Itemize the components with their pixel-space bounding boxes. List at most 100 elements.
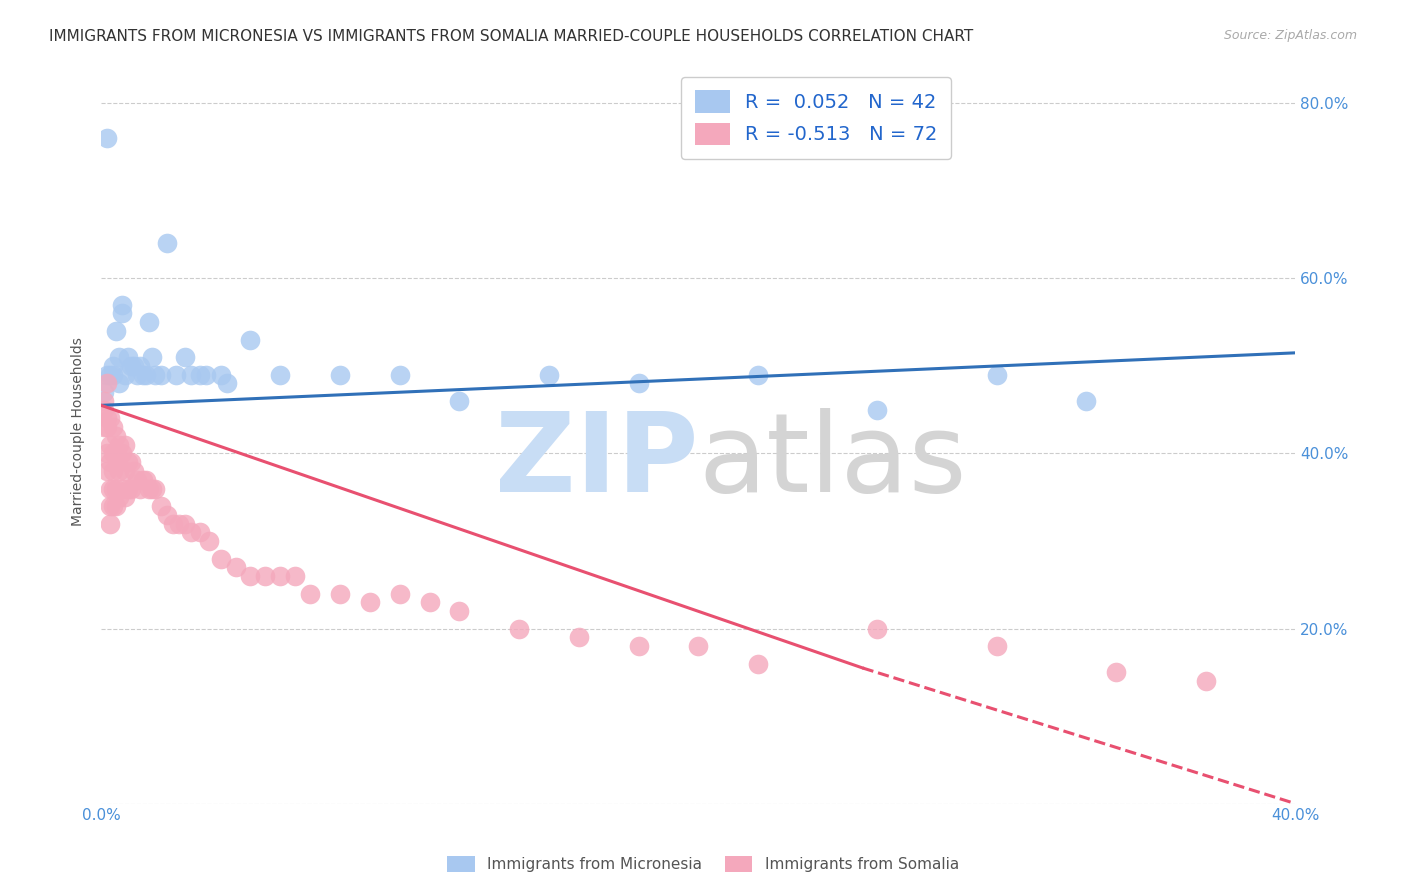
Point (132, 368, 155, 382)
Point (129, 359, 152, 373)
Point (120, 482, 142, 496)
Point (568, 630, 591, 644)
Point (117, 482, 139, 496)
Point (388, 586, 411, 600)
Point (449, 604, 471, 618)
Point (98, 516, 121, 531)
Point (120, 359, 142, 373)
Point (93, 402, 115, 417)
Point (98, 438, 121, 452)
Point (129, 482, 152, 496)
Point (239, 569, 262, 583)
Point (111, 298, 134, 312)
Point (108, 490, 131, 504)
Point (122, 359, 145, 373)
Point (101, 464, 124, 478)
Point (197, 534, 219, 549)
Point (108, 376, 131, 391)
Point (98, 455, 121, 469)
Point (194, 368, 217, 382)
Point (98, 482, 121, 496)
Point (122, 464, 145, 478)
Point (269, 569, 291, 583)
Point (114, 438, 136, 452)
Point (101, 359, 124, 373)
Point (627, 639, 650, 653)
Point (111, 482, 134, 496)
Point (125, 473, 148, 487)
Point (105, 482, 128, 496)
Point (986, 639, 1008, 653)
Point (105, 324, 128, 338)
Point (143, 368, 166, 382)
Point (135, 473, 157, 487)
Point (1105, 665, 1128, 680)
Y-axis label: Married-couple Households: Married-couple Households (72, 337, 86, 526)
Point (209, 368, 232, 382)
Point (96, 131, 118, 145)
Text: Source: ZipAtlas.com: Source: ZipAtlas.com (1223, 29, 1357, 42)
Point (98, 499, 121, 513)
Point (93, 385, 115, 400)
Point (120, 455, 142, 469)
Point (96, 446, 118, 460)
Point (284, 569, 307, 583)
Point (108, 438, 131, 452)
Point (419, 595, 441, 609)
Point (173, 516, 195, 531)
Point (329, 586, 352, 600)
Point (138, 482, 160, 496)
Point (96, 376, 118, 391)
Point (173, 350, 195, 364)
Point (627, 376, 650, 391)
Point (96, 420, 118, 434)
Point (866, 402, 889, 417)
Legend: Immigrants from Micronesia, Immigrants from Somalia: Immigrants from Micronesia, Immigrants f… (440, 848, 966, 880)
Point (141, 482, 163, 496)
Point (98, 411, 121, 425)
Point (138, 315, 160, 329)
Point (225, 560, 247, 574)
Point (688, 639, 710, 653)
Point (101, 446, 124, 460)
Point (162, 516, 184, 531)
Point (165, 368, 187, 382)
Point (114, 368, 136, 382)
Point (143, 482, 166, 496)
Point (209, 551, 232, 566)
Point (135, 368, 157, 382)
Point (388, 368, 411, 382)
Point (96, 464, 118, 478)
Point (188, 368, 211, 382)
Point (108, 350, 131, 364)
Point (1076, 394, 1098, 409)
Point (105, 446, 128, 460)
Point (508, 622, 530, 636)
Point (98, 368, 121, 382)
Point (239, 333, 262, 347)
Text: atlas: atlas (699, 408, 967, 515)
Point (747, 368, 769, 382)
Point (96, 368, 118, 382)
Point (141, 350, 163, 364)
Text: IMMIGRANTS FROM MICRONESIA VS IMMIGRANTS FROM SOMALIA MARRIED-COUPLE HOUSEHOLDS : IMMIGRANTS FROM MICRONESIA VS IMMIGRANTS… (49, 29, 973, 44)
Point (156, 236, 179, 251)
Point (866, 622, 889, 636)
Point (149, 499, 172, 513)
Point (449, 394, 471, 409)
Point (269, 368, 291, 382)
Point (329, 368, 352, 382)
Point (117, 455, 139, 469)
Point (93, 394, 115, 409)
Point (215, 376, 238, 391)
Point (105, 499, 128, 513)
Point (114, 464, 136, 478)
Point (180, 525, 202, 540)
Legend: R =  0.052   N = 42, R = -0.513   N = 72: R = 0.052 N = 42, R = -0.513 N = 72 (681, 77, 952, 159)
Text: ZIP: ZIP (495, 408, 699, 515)
Point (359, 595, 381, 609)
Point (156, 508, 179, 522)
Point (747, 657, 769, 671)
Point (299, 586, 322, 600)
Point (101, 420, 124, 434)
